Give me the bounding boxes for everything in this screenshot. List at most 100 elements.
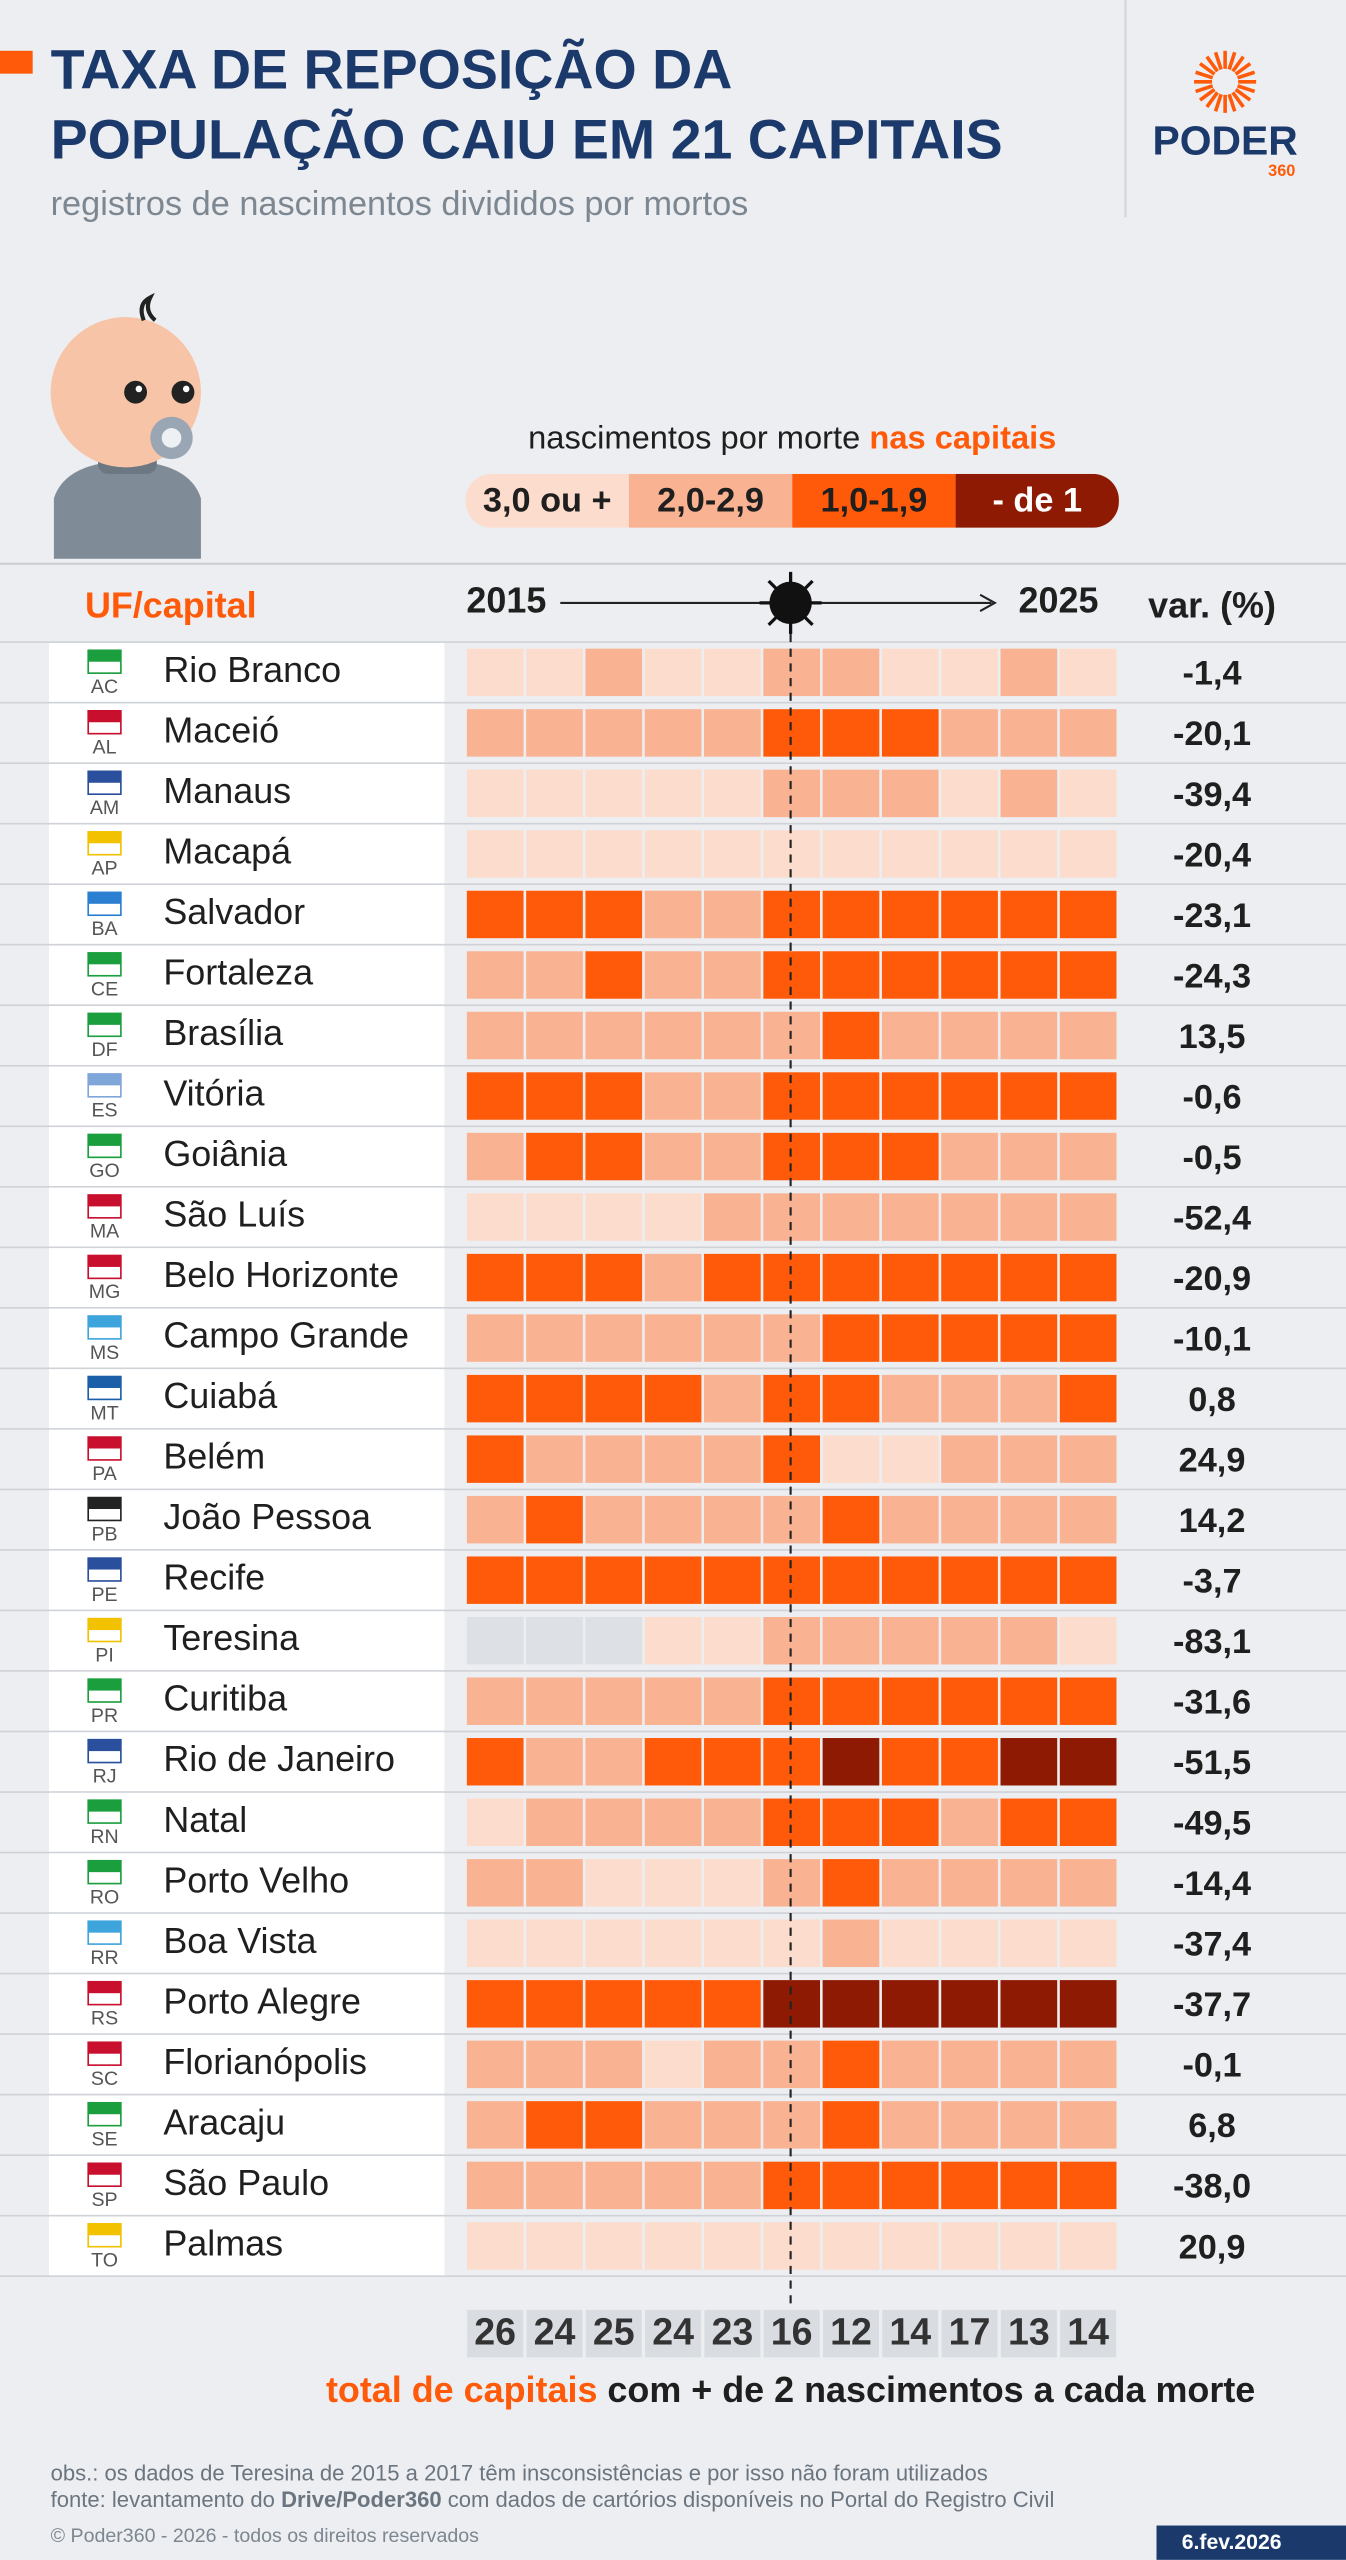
heat-cell	[822, 1374, 880, 1423]
uf-code: RR	[90, 1947, 118, 1969]
heat-cell	[763, 1738, 821, 1786]
heat-cell	[1059, 1011, 1117, 1060]
uf-code: PE	[91, 1584, 117, 1606]
heat-cell	[822, 1011, 880, 1060]
heat-cell	[763, 1314, 821, 1362]
heat-cell	[644, 709, 702, 757]
heat-cell	[763, 2161, 821, 2210]
change-label: -20,1	[1173, 715, 1251, 753]
heat-cell	[763, 830, 821, 878]
logo-ray	[1227, 51, 1237, 70]
heat-cell	[526, 890, 583, 939]
heat-cell	[704, 1859, 761, 1907]
heat-cell	[881, 1072, 939, 1120]
heat-cell	[763, 1253, 821, 1302]
flag-band	[88, 1255, 121, 1267]
uf-code: MS	[90, 1342, 119, 1364]
heat-cell	[822, 1738, 880, 1786]
heat-cell	[822, 2101, 880, 2149]
heat-cell	[941, 769, 998, 818]
change-label: -14,4	[1173, 1865, 1251, 1903]
change-label: -52,4	[1173, 1199, 1251, 1237]
heat-cell	[644, 890, 702, 939]
uf-code: MG	[89, 1281, 121, 1303]
heat-cell	[466, 2101, 524, 2149]
legend-label: - de 1	[992, 482, 1082, 520]
heat-cell	[1059, 1314, 1117, 1362]
total-box	[1000, 2309, 1057, 2358]
capital-name: Goiânia	[163, 1133, 287, 1174]
legend-swatch	[628, 473, 793, 528]
heat-cell	[941, 1616, 998, 1665]
flag-band	[88, 2102, 121, 2115]
heat-cell	[466, 769, 524, 818]
capital-name: Brasília	[163, 1012, 283, 1053]
footer-note: obs.: os dados de Teresina de 2015 a 201…	[51, 2461, 988, 2486]
total-box	[941, 2309, 998, 2358]
capital-name: São Luís	[163, 1194, 305, 1235]
uf-code: MA	[90, 1221, 120, 1243]
date-badge	[1156, 2525, 1346, 2560]
logo-ray	[1198, 88, 1216, 102]
totals: 26 24 25 24 23 16 12 14 17 13 14	[467, 2309, 1117, 2358]
heat-cell	[822, 769, 880, 818]
heat-cell	[881, 1193, 939, 1241]
heat-cell	[466, 1011, 524, 1060]
heat-cell	[763, 1919, 821, 1968]
heat-cell	[704, 951, 761, 999]
heat-cell	[1000, 1859, 1058, 1907]
accent-bar	[0, 50, 33, 74]
total-value: 14	[889, 2310, 931, 2352]
heat-cell	[1000, 1495, 1058, 1544]
total-box	[763, 2309, 820, 2358]
change-label: -83,1	[1173, 1623, 1251, 1661]
total-box	[822, 2309, 879, 2358]
flag-band	[88, 1981, 121, 1994]
heat-cell	[941, 1919, 998, 1968]
heat-cell	[1059, 1616, 1117, 1665]
heat-cell	[822, 1072, 880, 1120]
heat-cell	[941, 1072, 998, 1120]
heat-cell	[526, 1495, 583, 1544]
capital-name: Teresina	[163, 1617, 299, 1658]
heat-cell	[466, 951, 524, 999]
heat-cell	[526, 1798, 583, 1847]
heat-cell	[763, 1677, 821, 1725]
x-start-label: 2015	[466, 579, 546, 620]
heat-cell	[466, 1374, 524, 1423]
heat-cell	[941, 2161, 998, 2210]
heat-cell	[585, 1435, 643, 1483]
heat-cell	[585, 1314, 643, 1362]
heat-cell	[644, 2101, 702, 2149]
heat-cell	[526, 769, 583, 818]
heat-cell	[1059, 709, 1117, 757]
change-label: -20,9	[1173, 1260, 1251, 1298]
logo-ray	[1195, 70, 1214, 80]
heat-cell	[644, 1616, 702, 1665]
heat-cell	[585, 830, 643, 878]
change-label: -49,5	[1173, 1805, 1251, 1843]
heat-cell	[526, 2040, 583, 2089]
heat-cell	[941, 1556, 998, 1604]
uf-code: TO	[91, 2250, 118, 2272]
heat-cell	[822, 1677, 880, 1725]
heat-cell	[644, 1677, 702, 1725]
heat-cell	[585, 1798, 643, 1847]
capital-name: Aracaju	[163, 2101, 285, 2142]
heat-cell	[466, 2040, 524, 2089]
heat-cell	[585, 1132, 643, 1181]
change-label: -31,6	[1173, 1684, 1251, 1722]
heat-cell	[704, 1738, 761, 1786]
source-start: fonte: levantamento do	[51, 2487, 275, 2512]
heat-cell	[644, 1980, 702, 2028]
heat-cell	[881, 1435, 939, 1483]
heat-cell	[822, 1495, 880, 1544]
total-value: 26	[474, 2310, 516, 2352]
flag-band	[88, 1134, 121, 1146]
heat-cell	[941, 1011, 998, 1060]
heat-cell	[704, 2040, 761, 2089]
heat-cell	[941, 648, 998, 697]
heat-cell	[1000, 1193, 1058, 1241]
flag-band	[88, 710, 121, 723]
